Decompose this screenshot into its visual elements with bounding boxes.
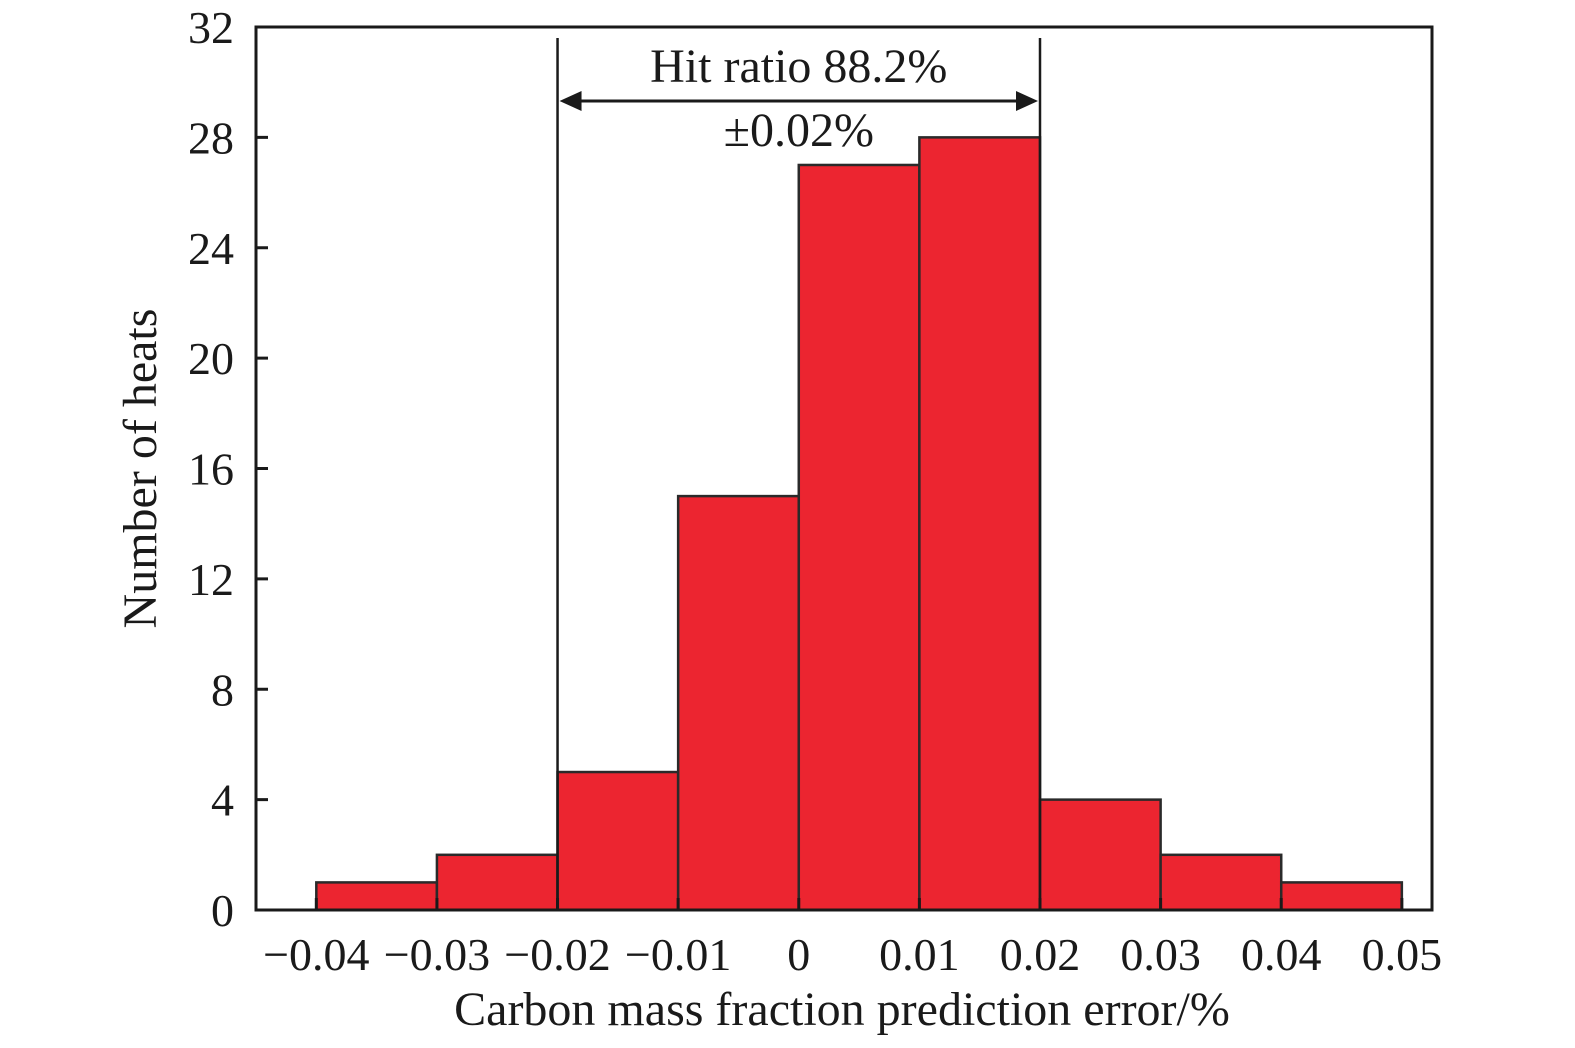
x-tick-label: −0.03 <box>384 929 490 980</box>
histogram-bar <box>1279 881 1404 912</box>
hit-ratio-label: Hit ratio 88.2% <box>650 40 947 93</box>
y-tick-label: 0 <box>211 885 234 936</box>
x-axis: −0.04 −0.03 −0.02 −0.01 0 0.01 0.02 0.03 0.04 0.0… <box>263 898 1442 980</box>
x-axis-title: Carbon mass fraction prediction error/% <box>454 983 1230 1036</box>
y-axis: 0 4 8 12 16 20 24 28 32 <box>188 2 268 936</box>
histogram-bar <box>918 136 1042 912</box>
x-tick-label: −0.02 <box>504 929 610 980</box>
x-tick-label: −0.04 <box>263 929 369 980</box>
x-tick-label: 0.01 <box>879 929 960 980</box>
y-tick-label: 8 <box>211 664 234 715</box>
histogram-bar <box>676 494 801 912</box>
histogram-bar <box>315 881 439 912</box>
y-tick-label: 24 <box>188 223 234 274</box>
arrowhead-right-icon <box>1016 91 1038 111</box>
x-tick-label: 0.04 <box>1241 929 1322 980</box>
histogram-bar <box>435 853 559 912</box>
y-tick-label: 20 <box>188 333 234 384</box>
histogram-bar <box>1159 853 1283 912</box>
x-tick-label: −0.01 <box>625 929 731 980</box>
histogram-bar <box>556 770 680 912</box>
x-tick-label: 0.03 <box>1120 929 1201 980</box>
x-tick-label: 0.02 <box>1000 929 1081 980</box>
x-tick-label: 0.05 <box>1362 929 1443 980</box>
x-tick-label: 0 <box>787 929 810 980</box>
hit-ratio-annotation: Hit ratio 88.2% ±0.02% <box>556 38 1042 910</box>
arrowhead-left-icon <box>559 91 582 111</box>
histogram-bar <box>797 163 921 912</box>
y-tick-label: 12 <box>188 554 234 605</box>
y-tick-label: 32 <box>188 2 234 53</box>
y-axis-title: Number of heats <box>114 309 167 629</box>
bars-layer <box>315 136 1404 912</box>
y-tick-label: 28 <box>188 112 234 163</box>
histogram-bar <box>1038 798 1162 912</box>
y-tick-label: 16 <box>188 444 234 495</box>
y-tick-label: 4 <box>211 775 234 826</box>
range-label: ±0.02% <box>724 104 874 157</box>
